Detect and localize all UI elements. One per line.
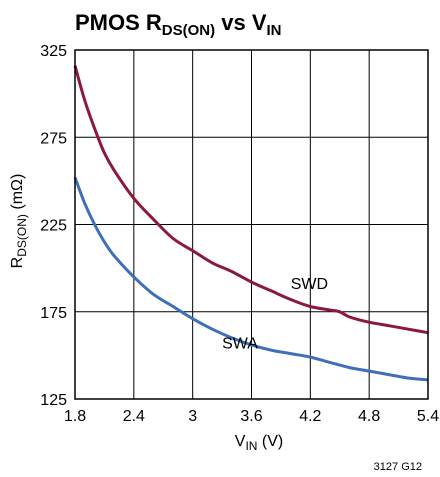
series-label-swa: SWA: [222, 335, 258, 352]
x-tick-label: 3.6: [240, 408, 262, 425]
x-tick-label: 5.4: [417, 408, 439, 425]
title-vs: vs V: [215, 10, 267, 35]
xlabel-main: V: [235, 433, 246, 450]
xlabel-sub: IN: [245, 439, 257, 453]
x-tick-label: 4.2: [299, 408, 321, 425]
series-group: [73, 65, 429, 382]
title-main: PMOS R: [75, 10, 162, 35]
title-main-sub: DS(ON): [162, 22, 215, 39]
y-tick-label: 225: [40, 218, 67, 235]
y-tick-label: 125: [40, 392, 67, 409]
plot-frame: [74, 49, 429, 400]
y-tick-label: 175: [40, 305, 67, 322]
title-vs-sub: IN: [267, 22, 282, 39]
y-tick-label: 275: [40, 130, 67, 147]
x-tick-label: 2.4: [123, 408, 145, 425]
annotations: SWD SWA: [222, 276, 328, 352]
x-tick-labels: 1.8 2.4 3 3.6 4.2 4.8 5.4: [64, 408, 439, 425]
series-label-swd: SWD: [291, 276, 328, 293]
ylabel-sub: DS(ON): [15, 214, 29, 257]
figure-number: 3127 G12: [374, 461, 422, 473]
series-line-swa: [73, 176, 429, 382]
x-tick-label: 3: [188, 408, 197, 425]
y-axis-label: RDS(ON) (mΩ): [9, 174, 29, 269]
x-axis-label: VIN (V): [235, 433, 283, 453]
series-line-swd: [73, 65, 429, 335]
chart-title: PMOS RDS(ON) vs VIN: [75, 10, 282, 39]
grid: [75, 50, 428, 399]
x-tick-label: 4.8: [358, 408, 380, 425]
y-tick-labels: 125 175 225 275 325: [40, 43, 67, 409]
x-tick-label: 1.8: [64, 408, 86, 425]
xlabel-unit: (V): [257, 433, 283, 450]
ylabel-main: R: [9, 257, 26, 269]
ylabel-unit: (mΩ): [9, 174, 26, 214]
y-tick-label: 325: [40, 43, 67, 60]
